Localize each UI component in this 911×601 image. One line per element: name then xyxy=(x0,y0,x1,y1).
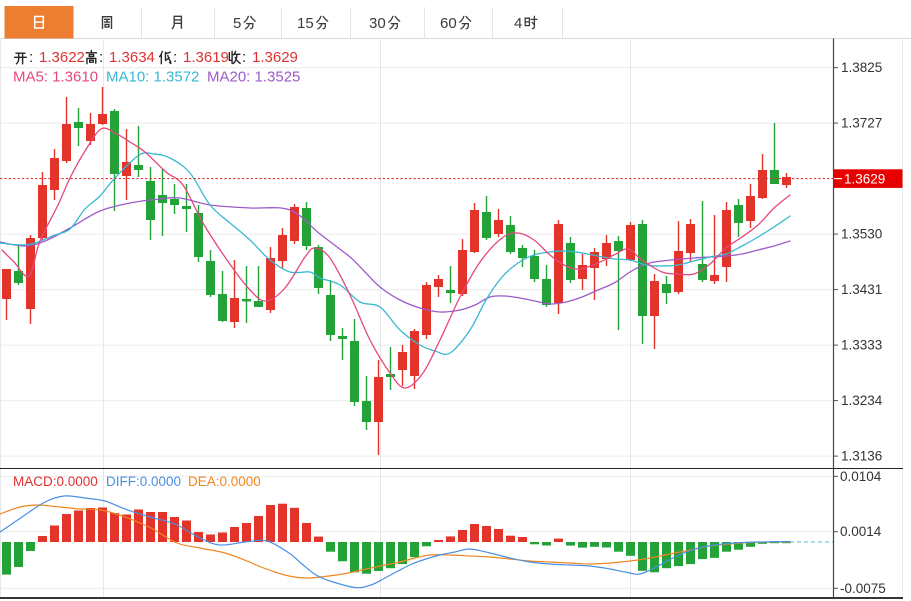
svg-text::: : xyxy=(99,49,103,66)
svg-text:1.3622: 1.3622 xyxy=(39,49,85,66)
svg-text:MA20: 1.3525: MA20: 1.3525 xyxy=(207,69,300,86)
svg-text:DIFF:0.0000: DIFF:0.0000 xyxy=(106,474,181,489)
svg-text:1.3634: 1.3634 xyxy=(109,49,155,66)
svg-text:1.3727: 1.3727 xyxy=(841,116,882,131)
svg-text:15: 15 xyxy=(297,15,314,32)
svg-text:1.3136: 1.3136 xyxy=(841,449,882,464)
svg-text:MA5: 1.3610: MA5: 1.3610 xyxy=(13,69,98,86)
svg-text:30: 30 xyxy=(369,15,386,32)
svg-text:4: 4 xyxy=(514,15,522,32)
svg-text::: : xyxy=(242,49,246,66)
svg-text:1.3333: 1.3333 xyxy=(841,338,882,353)
svg-text:MACD:0.0000: MACD:0.0000 xyxy=(13,474,98,489)
svg-text::: : xyxy=(29,49,33,66)
svg-text:0.0014: 0.0014 xyxy=(840,524,882,539)
svg-text:1.3629: 1.3629 xyxy=(844,171,885,186)
svg-text:0.0104: 0.0104 xyxy=(840,469,882,484)
svg-text:1.3431: 1.3431 xyxy=(841,282,882,297)
svg-text:1.3629: 1.3629 xyxy=(252,49,298,66)
svg-text:5: 5 xyxy=(233,15,241,32)
svg-text:-0.0075: -0.0075 xyxy=(840,581,886,596)
svg-text:DEA:0.0000: DEA:0.0000 xyxy=(188,474,261,489)
svg-text::: : xyxy=(173,49,177,66)
svg-text:1.3234: 1.3234 xyxy=(841,393,883,408)
svg-text:60: 60 xyxy=(440,15,457,32)
svg-text:1.3825: 1.3825 xyxy=(841,60,882,75)
svg-text:1.3530: 1.3530 xyxy=(841,227,882,242)
svg-text:1.3619: 1.3619 xyxy=(183,49,229,66)
svg-text:MA10: 1.3572: MA10: 1.3572 xyxy=(106,69,199,86)
